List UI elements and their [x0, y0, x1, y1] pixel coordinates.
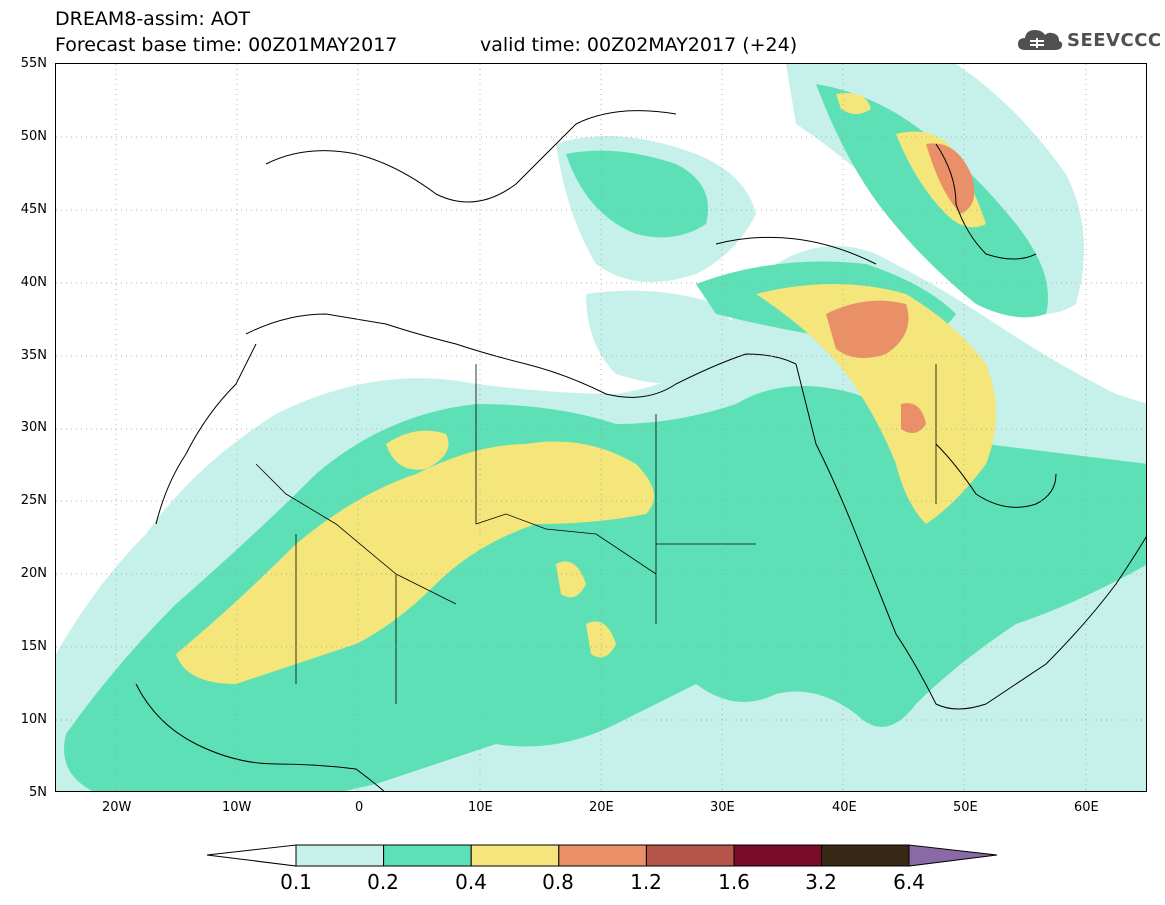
lon-tick-label: 40E [832, 800, 857, 815]
lon-tick-label: 20E [589, 800, 614, 815]
lat-tick-label: 50N [20, 129, 47, 144]
colorbar-swatch [645, 844, 735, 867]
lat-tick-label: 55N [20, 56, 47, 71]
lon-tick-label: 10E [468, 800, 493, 815]
lat-tick-label: 35N [20, 348, 47, 363]
lon-tick-label: 30E [710, 800, 735, 815]
colorbar-swatch [383, 844, 472, 867]
colorbar-label: 3.2 [805, 870, 837, 894]
lat-tick-label: 15N [20, 639, 47, 654]
lon-tick-label: 10W [222, 800, 252, 815]
colorbar-swatch [295, 844, 385, 867]
lat-tick-label: 40N [20, 275, 47, 290]
base-time-label: Forecast base time: 00Z01MAY2017 [55, 34, 398, 56]
colorbar-swatch [558, 844, 647, 867]
colorbar-swatch [821, 844, 910, 867]
colorbar-label: 0.8 [542, 870, 574, 894]
lon-tick-label: 50E [953, 800, 978, 815]
colorbar-low-arrow [206, 844, 297, 867]
lon-tick-label: 60E [1074, 800, 1099, 815]
colorbar [206, 844, 998, 867]
logo-text: SEEVCCC [1067, 29, 1162, 51]
model-title: DREAM8-assim: AOT [55, 8, 251, 30]
lat-tick-label: 20N [20, 566, 47, 581]
colorbar-label: 0.4 [455, 870, 487, 894]
colorbar-high-arrow [908, 844, 998, 867]
lon-tick-label: 0 [355, 800, 364, 815]
lat-tick-label: 30N [20, 420, 47, 435]
colorbar-swatch [733, 844, 823, 867]
colorbar-swatch [470, 844, 560, 867]
seevccc-logo: SEEVCCC [1017, 26, 1162, 54]
aot-map [55, 63, 1147, 792]
lat-tick-label: 5N [29, 785, 47, 800]
colorbar-label: 1.6 [718, 870, 750, 894]
colorbar-label: 0.1 [280, 870, 312, 894]
colorbar-label: 6.4 [893, 870, 925, 894]
lon-tick-label: 20W [102, 800, 132, 815]
graticule [56, 64, 1146, 791]
lat-tick-label: 25N [20, 493, 47, 508]
valid-time-label: valid time: 00Z02MAY2017 (+24) [480, 34, 798, 56]
lat-tick-label: 45N [20, 202, 47, 217]
aot-field [56, 64, 1146, 791]
cloud-icon [1018, 30, 1063, 50]
colorbar-label: 1.2 [630, 870, 662, 894]
lat-tick-label: 10N [20, 712, 47, 727]
colorbar-label: 0.2 [367, 870, 399, 894]
